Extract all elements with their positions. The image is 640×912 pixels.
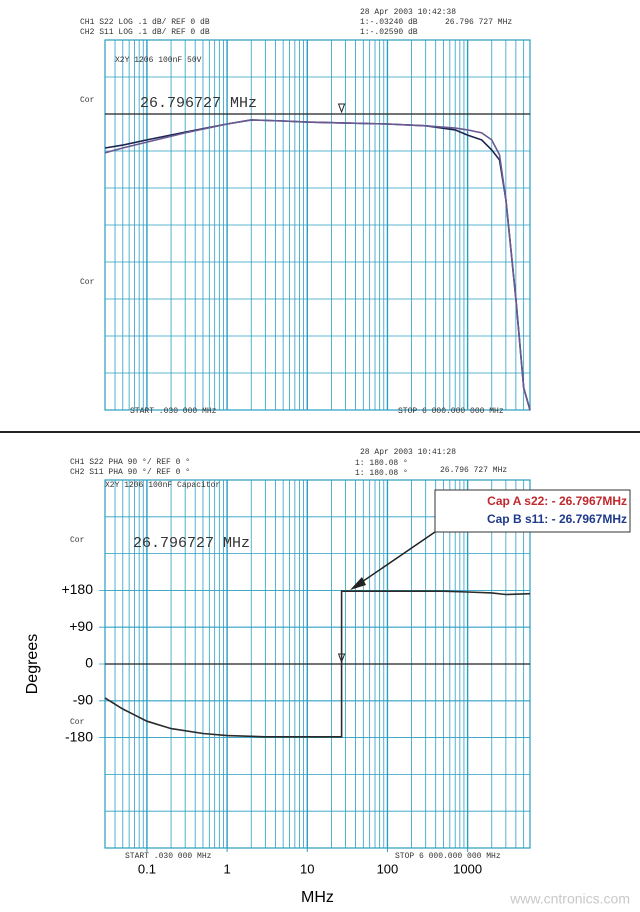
watermark: www.cntronics.com bbox=[509, 891, 630, 907]
header-text: CH2 S11 PHA 90 °/ REF 0 ° bbox=[70, 468, 190, 477]
callout-box bbox=[434, 489, 631, 533]
marker bbox=[337, 103, 346, 114]
x-tick-label: 1000 bbox=[453, 861, 482, 876]
header-text: 1: 180.08 ° bbox=[355, 469, 408, 478]
header-text: 28 Apr 2003 10:41:28 bbox=[360, 448, 456, 457]
header-text: 1:-.03240 dB bbox=[360, 18, 418, 27]
callout-arrow bbox=[355, 531, 436, 587]
annotation: Cor bbox=[70, 718, 85, 727]
marker-label: 26.796727 MHz bbox=[133, 535, 250, 552]
y-tick-label: +180 bbox=[61, 581, 93, 597]
series-line bbox=[104, 590, 531, 738]
y-axis-label: Degrees bbox=[24, 634, 41, 694]
marker-label: 26.796727 MHz bbox=[140, 95, 257, 112]
annotation: Cor bbox=[80, 278, 95, 287]
callout-text: Cap B s11: - 26.7967MHz bbox=[487, 512, 627, 526]
header-text: CH1 S22 PHA 90 °/ REF 0 ° bbox=[70, 458, 190, 467]
start-label: START .030 000 MHz bbox=[125, 852, 212, 861]
header-text: CH2 S11 LOG .1 dB/ REF 0 dB bbox=[80, 28, 210, 37]
annotation: Cor bbox=[80, 96, 95, 105]
callout-arrowhead bbox=[350, 577, 366, 590]
header-text: 1: 180.08 ° bbox=[355, 459, 408, 468]
header-text: 1:-.02590 dB bbox=[360, 28, 418, 37]
x-tick-label: 100 bbox=[377, 861, 399, 876]
x-axis-label: MHz bbox=[301, 889, 334, 906]
start-label: START .030 000 MHz bbox=[130, 407, 217, 416]
x-tick-label: 0.1 bbox=[138, 861, 156, 876]
x-tick-label: 1 bbox=[223, 861, 230, 876]
y-tick-label: -180 bbox=[65, 728, 93, 744]
chart-title: X2Y 1206 100nF Capacitor bbox=[105, 481, 220, 490]
series-line bbox=[104, 119, 531, 411]
stop-label: STOP 6 000.000 000 MHz bbox=[395, 852, 501, 861]
x-tick-label: 10 bbox=[300, 861, 314, 876]
header-text: 28 Apr 2003 10:42:38 bbox=[360, 8, 456, 17]
y-tick-label: -90 bbox=[73, 692, 93, 708]
header-text: CH1 S22 LOG .1 dB/ REF 0 dB bbox=[80, 18, 210, 27]
callout-text: Cap A s22: - 26.7967MHz bbox=[487, 494, 627, 508]
chart-title: X2Y 1206 100nF 50V bbox=[115, 56, 202, 65]
header-text: 26.796 727 MHz bbox=[445, 18, 512, 27]
header-text: 26.796 727 MHz bbox=[440, 466, 507, 475]
y-tick-label: +90 bbox=[69, 618, 93, 634]
y-tick-label: 0 bbox=[85, 655, 93, 671]
annotation: Cor bbox=[70, 536, 85, 545]
stop-label: STOP 6 000.000 000 MHz bbox=[398, 407, 504, 416]
